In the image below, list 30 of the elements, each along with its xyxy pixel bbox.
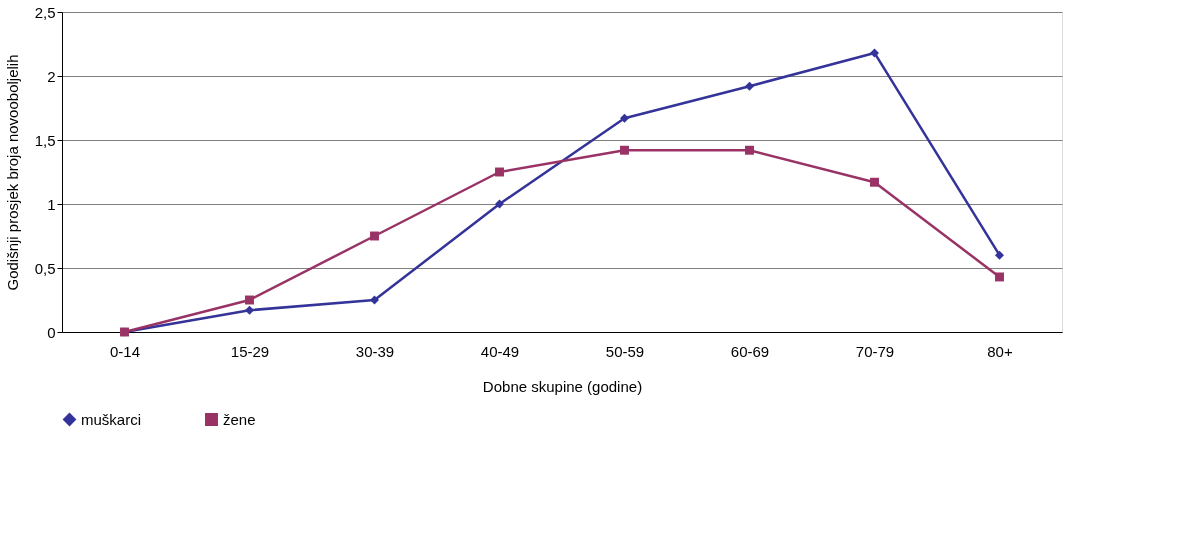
x-tick-label: 80+	[987, 342, 1013, 360]
x-tick-label: 60-69	[730, 342, 770, 360]
point	[745, 81, 754, 91]
x-axis-title: Dobne skupine (godine)	[482, 377, 643, 395]
point	[870, 48, 879, 58]
y-axis-title: Godišnji prosjek broja novooboljelih	[3, 54, 21, 291]
point	[620, 113, 629, 123]
y-tick-label: 0	[47, 323, 56, 341]
x-tick-label: 40-49	[480, 342, 520, 360]
x-tick-label: 30-39	[355, 342, 395, 360]
point	[495, 167, 504, 177]
point	[370, 231, 379, 241]
y-tick-label: 1	[47, 195, 56, 213]
point	[870, 177, 879, 187]
point	[620, 145, 629, 155]
y-tick-label: 2,5	[34, 3, 56, 21]
point	[745, 145, 754, 155]
legend-label: žene	[223, 410, 256, 428]
x-tick-label: 15-29	[230, 342, 270, 360]
x-tick-label: 50-59	[605, 342, 645, 360]
y-tick-label: 1,5	[34, 131, 56, 149]
point	[995, 272, 1004, 282]
x-tick-label: 0-14	[109, 342, 141, 360]
y-tick-label: 0,5	[34, 259, 56, 277]
point	[245, 305, 254, 315]
y-tick-label: 2	[47, 67, 56, 85]
point	[245, 295, 254, 305]
point	[995, 250, 1004, 260]
x-tick-label: 70-79	[855, 342, 895, 360]
legend-label: muškarci	[81, 410, 142, 428]
